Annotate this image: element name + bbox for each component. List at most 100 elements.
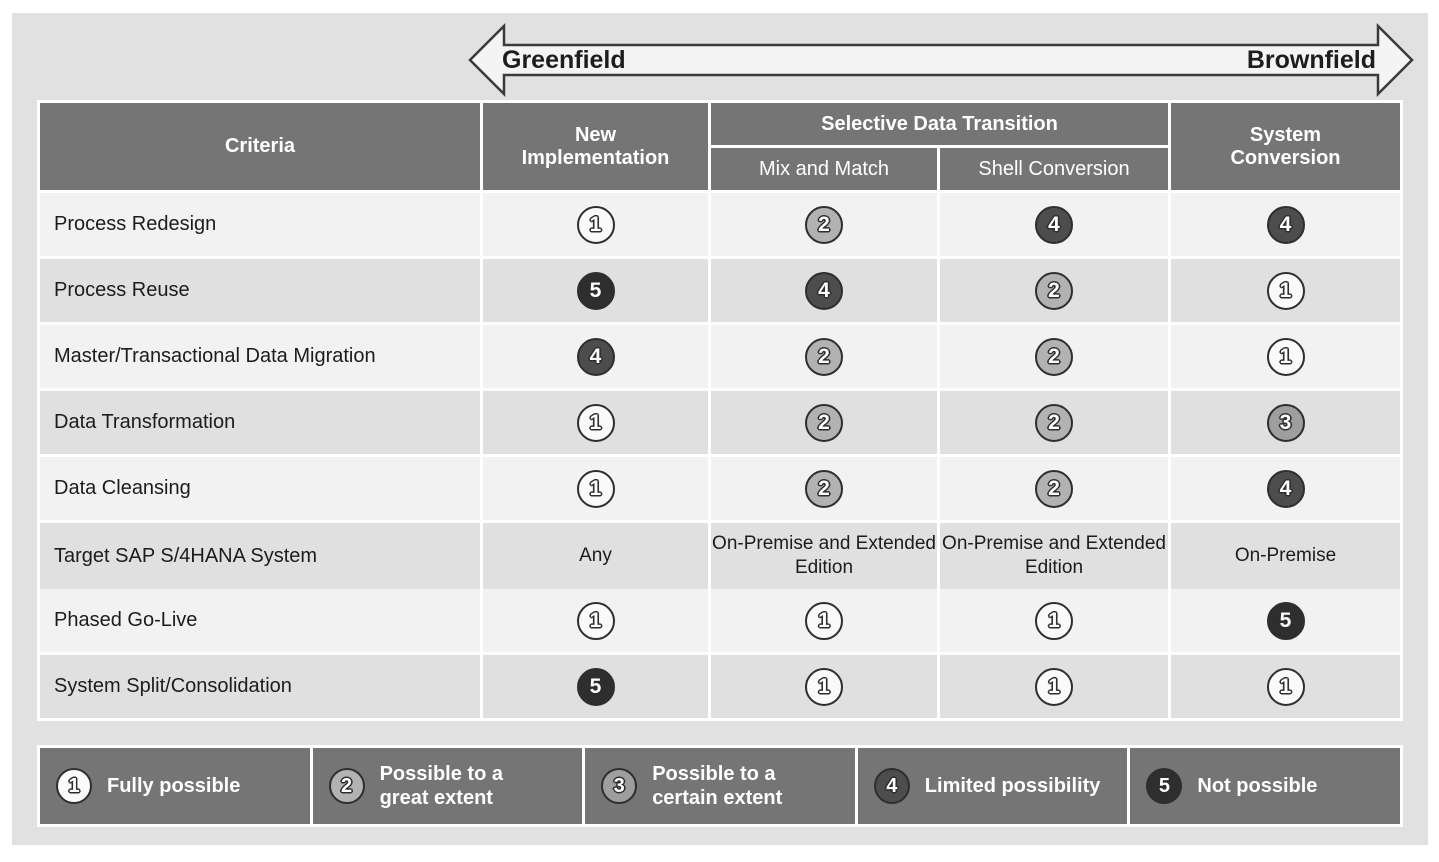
header-new-implementation-label: New Implementation (521, 123, 670, 169)
legend-item-4: 4 Limited possibility (857, 748, 1128, 824)
greenfield-brownfield-arrow: Greenfield Brownfield (468, 19, 1414, 101)
rating-circle-4: 4 (1266, 205, 1305, 244)
value-cell: 2 (711, 391, 937, 454)
greenfield-label: Greenfield (502, 45, 626, 74)
rating-circle-1: 1 (805, 601, 843, 640)
rating-circle-1: 1 (1266, 271, 1305, 310)
rating-circle-5: 5 (576, 271, 615, 310)
rating-circle-4: 4 (805, 271, 843, 310)
value-cell: 2 (711, 457, 937, 520)
rating-circle-1: 1 (1266, 667, 1305, 706)
value-cell: 1 (483, 193, 708, 256)
diagram-panel: Greenfield Brownfield Criteria New Imple… (12, 13, 1428, 845)
header-shell-conversion-label: Shell Conversion (978, 157, 1130, 180)
criteria-cell: Process Reuse (40, 259, 480, 322)
header-mix-and-match-label: Mix and Match (758, 157, 890, 180)
legend-item-3: 3 Possible to a certain extent (585, 748, 855, 824)
rating-circle-2: 2 (328, 768, 365, 804)
value-cell: 1 (1171, 325, 1400, 388)
value-cell: 2 (940, 457, 1168, 520)
criteria-cell: System Split/Consolidation (40, 655, 480, 718)
header-selective-data-transition: Selective Data Transition (711, 103, 1168, 145)
value-cell: 5 (483, 259, 708, 322)
value-cell: 2 (940, 325, 1168, 388)
rating-circle-2: 2 (805, 205, 843, 244)
rating-circle-2: 2 (1035, 271, 1073, 310)
rating-circle-2: 2 (1035, 337, 1073, 376)
header-system-conversion-label: System Conversion (1230, 123, 1341, 169)
rating-circle-1: 1 (805, 667, 843, 706)
header-new-implementation: New Implementation (483, 103, 708, 190)
rating-circle-4: 4 (1035, 205, 1073, 244)
value-cell: 4 (1171, 193, 1400, 256)
legend-label: Fully possible (107, 775, 241, 797)
rating-circle-5: 5 (1146, 768, 1183, 804)
value-cell: On-Premise and Extended Edition (711, 523, 937, 589)
legend-item-5: 5 Not possible (1130, 748, 1400, 824)
rating-circle-1: 1 (56, 768, 92, 804)
value-cell: 2 (940, 391, 1168, 454)
header-criteria: Criteria (40, 103, 480, 190)
header-shell-conversion: Shell Conversion (940, 148, 1168, 190)
value-cell: 2 (940, 259, 1168, 322)
value-cell: 4 (940, 193, 1168, 256)
rating-circle-2: 2 (805, 337, 843, 376)
value-cell: 4 (711, 259, 937, 322)
legend-item-1: 1 Fully possible (40, 748, 310, 824)
value-cell: 1 (1171, 655, 1400, 718)
header-system-conversion: System Conversion (1171, 103, 1400, 190)
legend-label: Limited possibility (924, 775, 1101, 797)
value-cell: Any (483, 523, 708, 589)
legend-label: Possible to a certain extent (652, 763, 783, 809)
value-cell: 2 (711, 193, 937, 256)
value-cell: 4 (1171, 457, 1400, 520)
value-cell: On-Premise (1171, 523, 1400, 589)
value-cell: 1 (711, 589, 937, 652)
value-cell: 5 (483, 655, 708, 718)
value-cell: 1 (1171, 259, 1400, 322)
criteria-cell: Data Transformation (40, 391, 480, 454)
rating-circle-1: 1 (1266, 337, 1305, 376)
legend-label: Not possible (1197, 775, 1318, 797)
rating-circle-1: 1 (1035, 667, 1073, 706)
value-cell: 1 (483, 391, 708, 454)
rating-circle-5: 5 (576, 667, 615, 706)
rating-circle-1: 1 (1035, 601, 1073, 640)
value-cell: 1 (940, 655, 1168, 718)
rating-circle-5: 5 (1266, 601, 1305, 640)
value-cell: 1 (940, 589, 1168, 652)
criteria-cell: Master/Transactional Data Migration (40, 325, 480, 388)
double-arrow-icon (468, 22, 1414, 98)
rating-circle-2: 2 (805, 403, 843, 442)
rating-circle-2: 2 (1035, 403, 1073, 442)
rating-circle-4: 4 (1266, 469, 1305, 508)
legend-label: Possible to a great extent (379, 763, 503, 809)
value-cell: 5 (1171, 589, 1400, 652)
legend: 1 Fully possible 2 Possible to a great exte… (37, 745, 1403, 827)
comparison-table: Criteria New Implementation Selective Da… (37, 100, 1403, 721)
legend-item-2: 2 Possible to a great extent (312, 748, 583, 824)
criteria-cell: Target SAP S/4HANA System (40, 523, 480, 589)
rating-circle-4: 4 (576, 337, 615, 376)
value-cell: 2 (711, 325, 937, 388)
rating-circle-3: 3 (601, 768, 638, 804)
rating-circle-1: 1 (576, 469, 615, 508)
header-criteria-label: Criteria (224, 135, 296, 157)
value-cell: 1 (483, 589, 708, 652)
header-selective-label: Selective Data Transition (821, 112, 1058, 135)
value-cell: On-Premise and Extended Edition (940, 523, 1168, 589)
value-cell: 1 (711, 655, 937, 718)
rating-circle-4: 4 (873, 768, 910, 804)
rating-circle-1: 1 (576, 601, 615, 640)
rating-circle-2: 2 (1035, 469, 1073, 508)
rating-circle-1: 1 (576, 403, 615, 442)
value-cell: 1 (483, 457, 708, 520)
rating-circle-2: 2 (805, 469, 843, 508)
header-mix-and-match: Mix and Match (711, 148, 937, 190)
criteria-cell: Process Redesign (40, 193, 480, 256)
value-cell: 3 (1171, 391, 1400, 454)
rating-circle-1: 1 (576, 205, 615, 244)
value-cell: 4 (483, 325, 708, 388)
criteria-cell: Data Cleansing (40, 457, 480, 520)
rating-circle-3: 3 (1266, 403, 1305, 442)
